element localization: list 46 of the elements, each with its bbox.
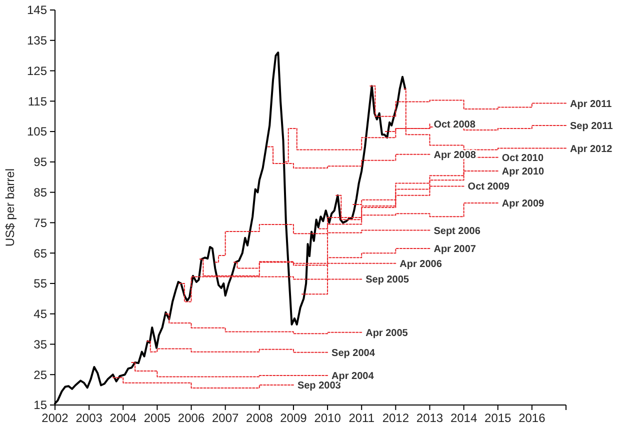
series-label: Apr 2006 xyxy=(400,258,442,270)
series-label: Apr 2009 xyxy=(502,198,545,210)
x-tick-label: 2005 xyxy=(144,411,171,425)
y-tick-label: 45 xyxy=(34,307,48,322)
series-label: Sep 2003 xyxy=(297,380,342,392)
x-tick-label: 2004 xyxy=(110,411,137,425)
series-label: Sep 2005 xyxy=(366,274,410,286)
x-tick-label: 2009 xyxy=(280,411,308,425)
x-tick-label: 2014 xyxy=(450,411,478,425)
x-tick-label: 2012 xyxy=(382,411,410,425)
y-tick-label: 125 xyxy=(26,64,48,78)
y-tick-label: 105 xyxy=(26,124,48,139)
series-label: Apr 2011 xyxy=(570,98,612,110)
series-label: Apr 2005 xyxy=(366,328,408,339)
x-tick-label: 2003 xyxy=(76,411,103,425)
y-tick-label: 65 xyxy=(34,246,48,260)
x-tick-label: 2006 xyxy=(178,411,205,425)
x-tick-label: 2013 xyxy=(416,411,444,425)
series-label: Apr 2012 xyxy=(570,144,613,155)
series-label: Apr 2004 xyxy=(332,371,374,382)
series-label: Oct 2009 xyxy=(468,182,510,193)
series-label: Apr 2008 xyxy=(434,150,476,161)
y-tick-label: 55 xyxy=(34,276,48,291)
x-tick-label: 2011 xyxy=(348,411,375,425)
y-tick-label: 75 xyxy=(34,216,48,230)
x-tick-label: 2007 xyxy=(212,411,240,425)
x-tick-label: 2008 xyxy=(246,411,274,425)
y-tick-label: 85 xyxy=(34,186,48,200)
y-tick-label: 115 xyxy=(28,94,48,108)
y-axis-title: US$ per barrel xyxy=(3,168,17,247)
series-label: Sep 2011 xyxy=(570,120,614,132)
series-label: Sept 2006 xyxy=(434,226,481,237)
y-tick-label: 15 xyxy=(34,398,48,412)
y-tick-label: 145 xyxy=(26,3,48,18)
y-tick-label: 95 xyxy=(34,155,48,170)
y-tick-label: 35 xyxy=(34,337,48,352)
y-tick-label: 25 xyxy=(34,368,48,382)
y-tick-label: 135 xyxy=(26,34,48,48)
series-label: Apr 2007 xyxy=(434,244,476,256)
x-tick-label: 2010 xyxy=(314,411,342,425)
series-label: Oct 2010 xyxy=(502,152,544,164)
x-tick-label: 2015 xyxy=(484,411,512,425)
series-label: Apr 2010 xyxy=(502,166,545,178)
x-tick-label: 2016 xyxy=(518,411,546,425)
series-label: Sep 2004 xyxy=(332,348,376,359)
x-tick-label: 2002 xyxy=(42,411,69,425)
